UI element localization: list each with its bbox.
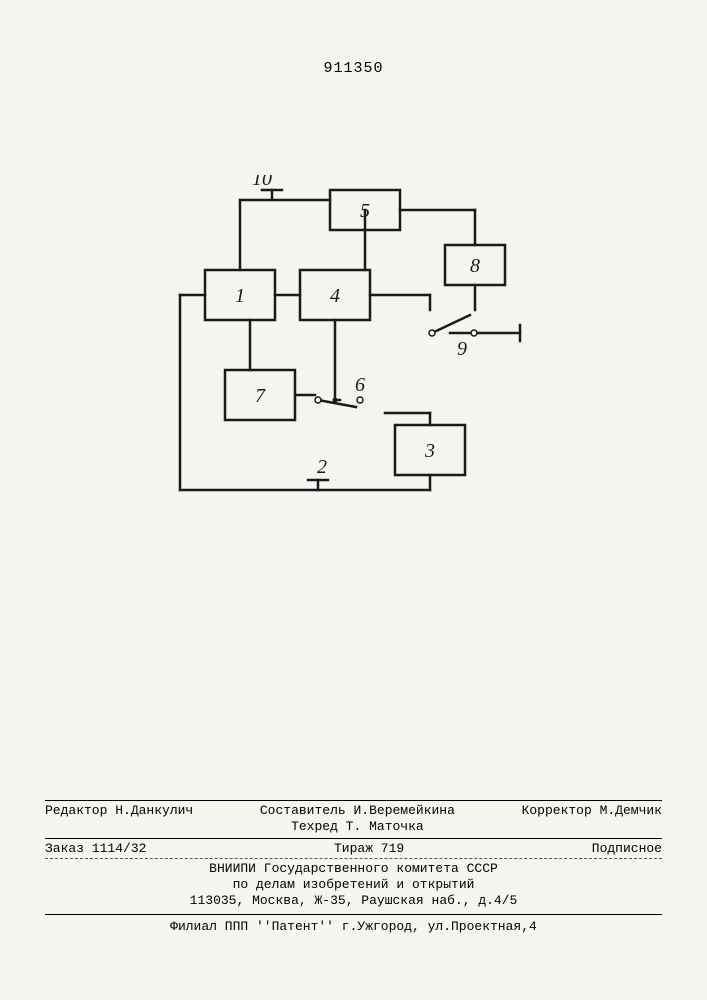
org-address: 113035, Москва, Ж-35, Раушская наб., д.4…	[45, 893, 662, 909]
footer-order-row: Заказ 1114/32 Тираж 719 Подписное	[45, 839, 662, 859]
editor-label: Редактор Н.Данкулич	[45, 803, 193, 836]
svg-text:8: 8	[470, 255, 480, 277]
svg-text:5: 5	[360, 200, 370, 222]
svg-text:1: 1	[235, 285, 245, 307]
techred-label: Техред Т. Маточка	[193, 819, 521, 835]
svg-text:10: 10	[252, 175, 272, 190]
block-diagram: 1 4 5 7 8 3 9 6 10 2	[170, 175, 535, 535]
svg-text:6: 6	[355, 374, 365, 396]
compiler-label: Составитель И.Веремейкина	[193, 803, 521, 819]
footer-org-block: ВНИИПИ Государственного комитета СССР по…	[45, 859, 662, 915]
tirazh-label: Тираж 719	[334, 841, 404, 857]
org-line2: по делам изобретений и открытий	[45, 877, 662, 893]
svg-text:9: 9	[457, 338, 467, 360]
org-line1: ВНИИПИ Государственного комитета СССР	[45, 861, 662, 877]
footer-branch: Филиал ППП ''Патент'' г.Ужгород, ул.Прое…	[45, 915, 662, 939]
order-label: Заказ 1114/32	[45, 841, 146, 857]
footer: Редактор Н.Данкулич Составитель И.Вереме…	[45, 800, 662, 939]
footer-credits-row: Редактор Н.Данкулич Составитель И.Вереме…	[45, 800, 662, 839]
center-credits: Составитель И.Веремейкина Техред Т. Мато…	[193, 803, 521, 836]
svg-text:2: 2	[317, 456, 327, 478]
podpisnoe-label: Подписное	[592, 841, 662, 857]
patent-number: 911350	[0, 60, 707, 77]
corrector-label: Корректор М.Демчик	[522, 803, 662, 836]
svg-text:4: 4	[330, 285, 340, 307]
svg-text:3: 3	[424, 440, 435, 462]
svg-text:7: 7	[255, 385, 266, 407]
